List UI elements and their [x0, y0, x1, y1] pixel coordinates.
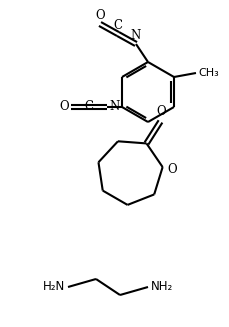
Text: CH₃: CH₃ [197, 68, 218, 78]
Text: N: N [109, 100, 119, 113]
Text: NH₂: NH₂ [150, 281, 172, 294]
Text: C: C [84, 100, 93, 113]
Text: N: N [130, 29, 141, 42]
Text: C: C [113, 19, 122, 32]
Text: H₂N: H₂N [43, 281, 65, 294]
Text: O: O [59, 100, 69, 113]
Text: O: O [95, 9, 104, 22]
Text: O: O [167, 163, 177, 176]
Text: O: O [156, 105, 166, 118]
